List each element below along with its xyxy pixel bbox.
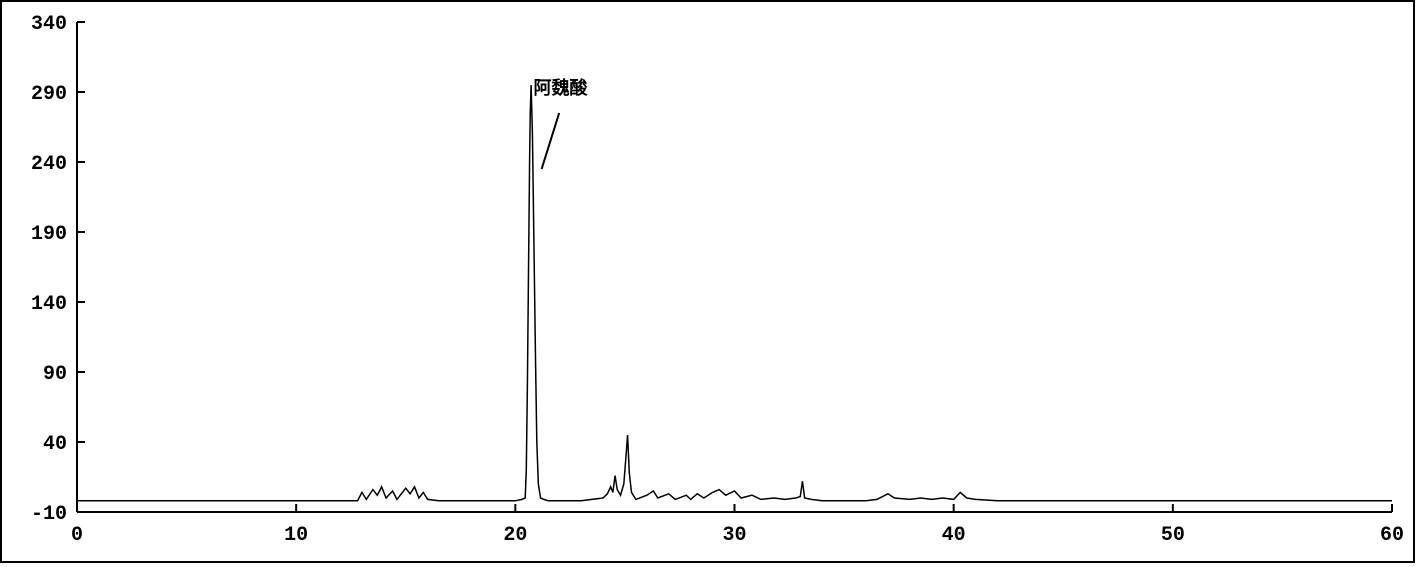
svg-text:50: 50 (1161, 524, 1185, 547)
chart-frame: -10 40 90 140 190 240 290 340 0 10 20 30 40 50 60 阿魏酸 (0, 0, 1415, 563)
svg-text:60: 60 (1380, 524, 1404, 547)
svg-text:-10: -10 (31, 503, 67, 526)
svg-text:340: 340 (31, 13, 67, 36)
svg-text:40: 40 (942, 524, 966, 547)
svg-text:30: 30 (722, 524, 746, 547)
svg-text:0: 0 (71, 524, 83, 547)
chromatogram-chart: -10 40 90 140 190 240 290 340 0 10 20 30 40 50 60 阿魏酸 (2, 2, 1413, 561)
svg-text:290: 290 (31, 83, 67, 106)
svg-text:40: 40 (43, 433, 67, 456)
svg-text:190: 190 (31, 223, 67, 246)
svg-text:阿魏酸: 阿魏酸 (534, 77, 589, 98)
svg-text:20: 20 (503, 524, 527, 547)
chart-svg: -10 40 90 140 190 240 290 340 0 10 20 30 40 50 60 阿魏酸 (2, 2, 1417, 565)
svg-text:10: 10 (284, 524, 308, 547)
svg-text:90: 90 (43, 363, 67, 386)
svg-text:240: 240 (31, 153, 67, 176)
svg-text:140: 140 (31, 293, 67, 316)
